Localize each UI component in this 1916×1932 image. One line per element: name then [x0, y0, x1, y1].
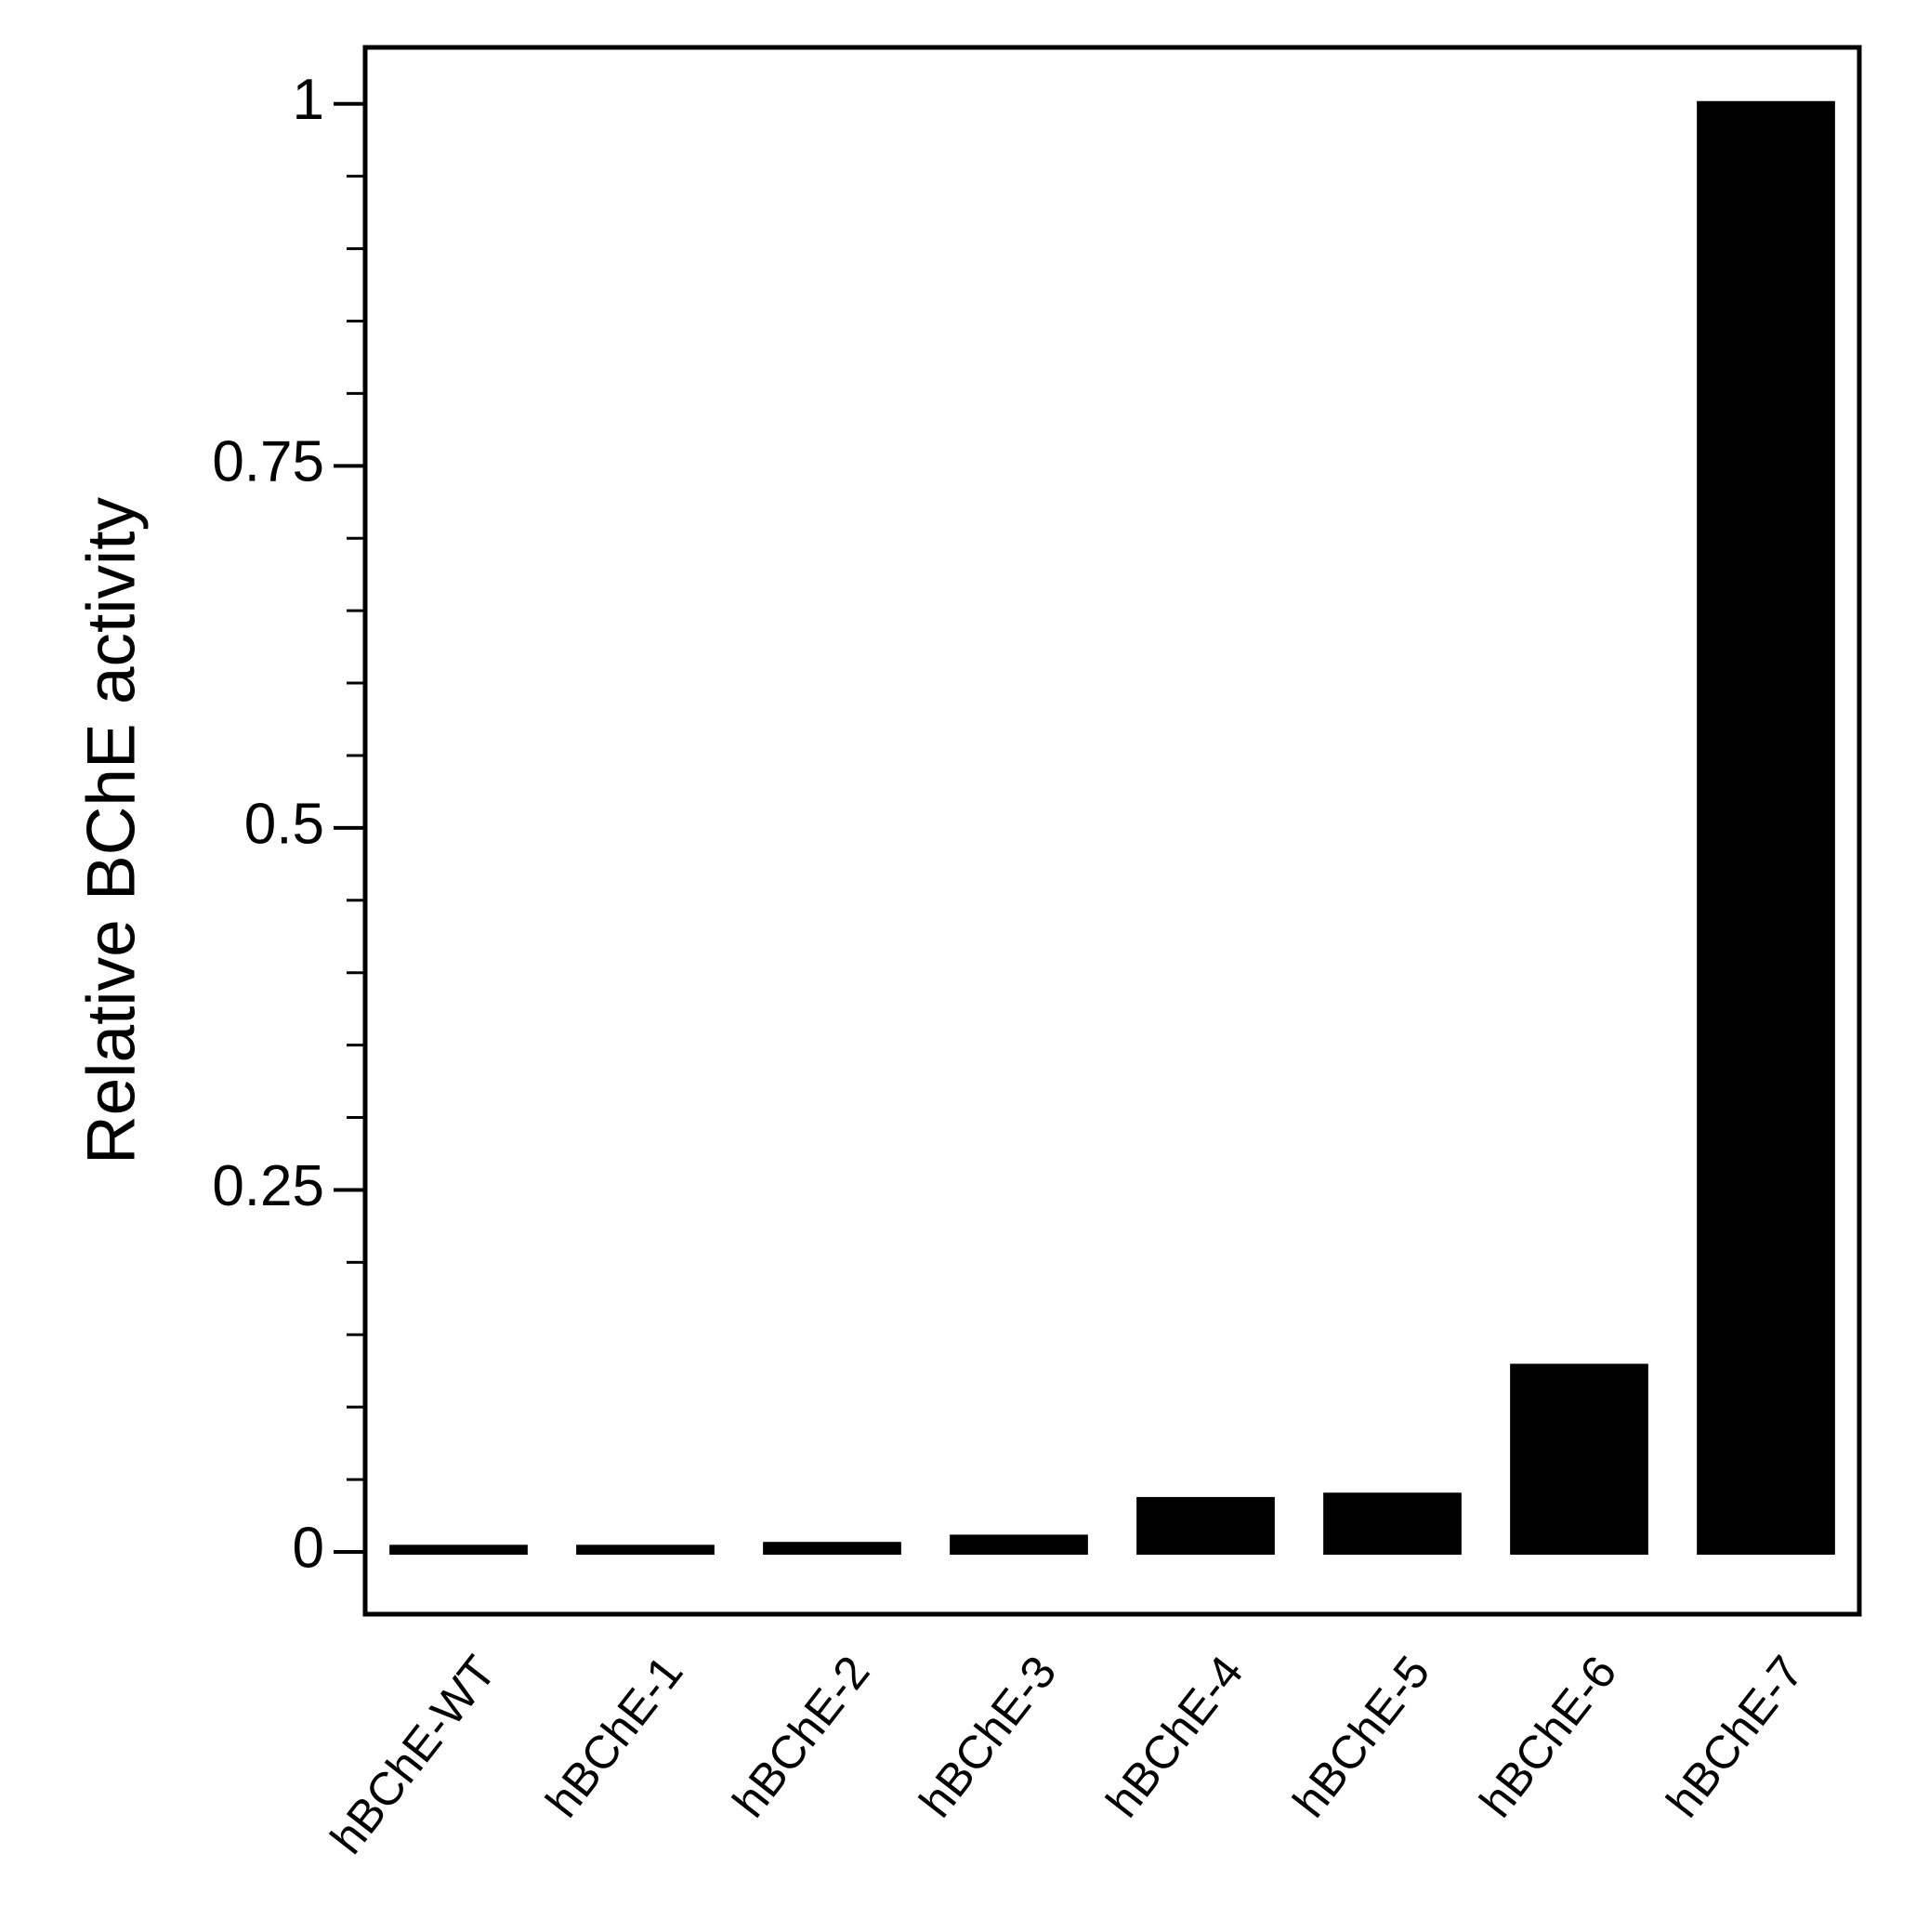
y-axis-label: Relative BChE activity [73, 496, 149, 1164]
y-tick-label: 0.5 [244, 792, 324, 856]
x-tick-label: hBChE-1 [535, 1646, 692, 1826]
y-tick-label: 0.25 [212, 1154, 324, 1218]
x-tick-label: hBChE-4 [1096, 1646, 1253, 1826]
y-tick-label: 0 [293, 1516, 324, 1580]
bar [950, 1534, 1088, 1555]
bar [1697, 100, 1835, 1555]
bar [763, 1542, 901, 1555]
x-tick-label: hBChE-6 [1469, 1646, 1626, 1826]
x-tick-label: hBChE-7 [1656, 1646, 1813, 1826]
x-tick-label: hBChE-2 [722, 1646, 879, 1826]
bar [576, 1544, 715, 1555]
bar [389, 1544, 528, 1555]
bar [1136, 1496, 1275, 1555]
y-tick-label: 0.75 [212, 430, 324, 494]
bar [1510, 1363, 1648, 1555]
x-tick-label: hBChE-5 [1282, 1646, 1439, 1826]
y-tick-label: 1 [293, 68, 324, 132]
bar [1323, 1492, 1462, 1555]
plot-frame [362, 45, 1862, 1617]
x-tick-label: hBChE-3 [909, 1646, 1066, 1826]
x-tick-label: hBChE-WT [321, 1646, 506, 1863]
